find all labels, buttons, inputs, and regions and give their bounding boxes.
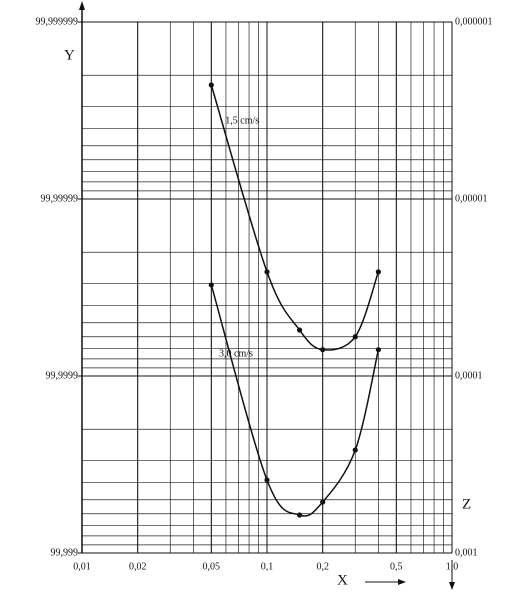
series-line bbox=[210, 284, 380, 517]
data-point bbox=[320, 347, 326, 353]
z-axis-label: Z bbox=[462, 496, 471, 512]
y-tick-label-right: 0,000001 bbox=[455, 16, 493, 27]
y-tick-label-right: 0,00001 bbox=[455, 193, 488, 204]
x-tick-label: 0,2 bbox=[316, 561, 329, 572]
data-point bbox=[264, 477, 270, 483]
x-tick-label: 1,0 bbox=[446, 561, 459, 572]
x-tick-label: 0,1 bbox=[261, 561, 274, 572]
grid bbox=[81, 21, 453, 554]
data-point bbox=[296, 327, 303, 333]
y-tick-label-left: 99,999999 bbox=[36, 16, 79, 27]
data-point bbox=[375, 269, 381, 275]
data-point bbox=[320, 499, 326, 505]
data-point bbox=[264, 269, 270, 275]
data-point bbox=[208, 282, 214, 288]
x-arrow bbox=[398, 579, 406, 585]
data-point bbox=[352, 447, 358, 453]
x-tick-label: 0,5 bbox=[390, 561, 403, 572]
y-axis-label: Y bbox=[64, 47, 75, 63]
series-label: 1,5 cm/s bbox=[225, 115, 259, 126]
x-end-arrow bbox=[449, 582, 455, 590]
data-point bbox=[208, 82, 214, 88]
data-point bbox=[296, 512, 303, 518]
y-tick-label-left: 99,999 bbox=[51, 547, 79, 558]
x-axis-label: X bbox=[337, 572, 348, 588]
x-tick-label: 0,05 bbox=[203, 561, 221, 572]
x-tick-label: 0,01 bbox=[73, 561, 91, 572]
data-point bbox=[375, 347, 381, 353]
y-tick-label-right: 0,001 bbox=[455, 547, 478, 558]
y-arrow bbox=[79, 1, 85, 10]
series-label: 3,0 cm/s bbox=[219, 348, 253, 359]
y-tick-label-right: 0,0001 bbox=[455, 370, 483, 381]
x-tick-label: 0,02 bbox=[129, 561, 147, 572]
y-tick-label-left: 99,99999 bbox=[41, 193, 79, 204]
y-tick-label-left: 99,9999 bbox=[46, 370, 79, 381]
data-point bbox=[352, 334, 358, 340]
